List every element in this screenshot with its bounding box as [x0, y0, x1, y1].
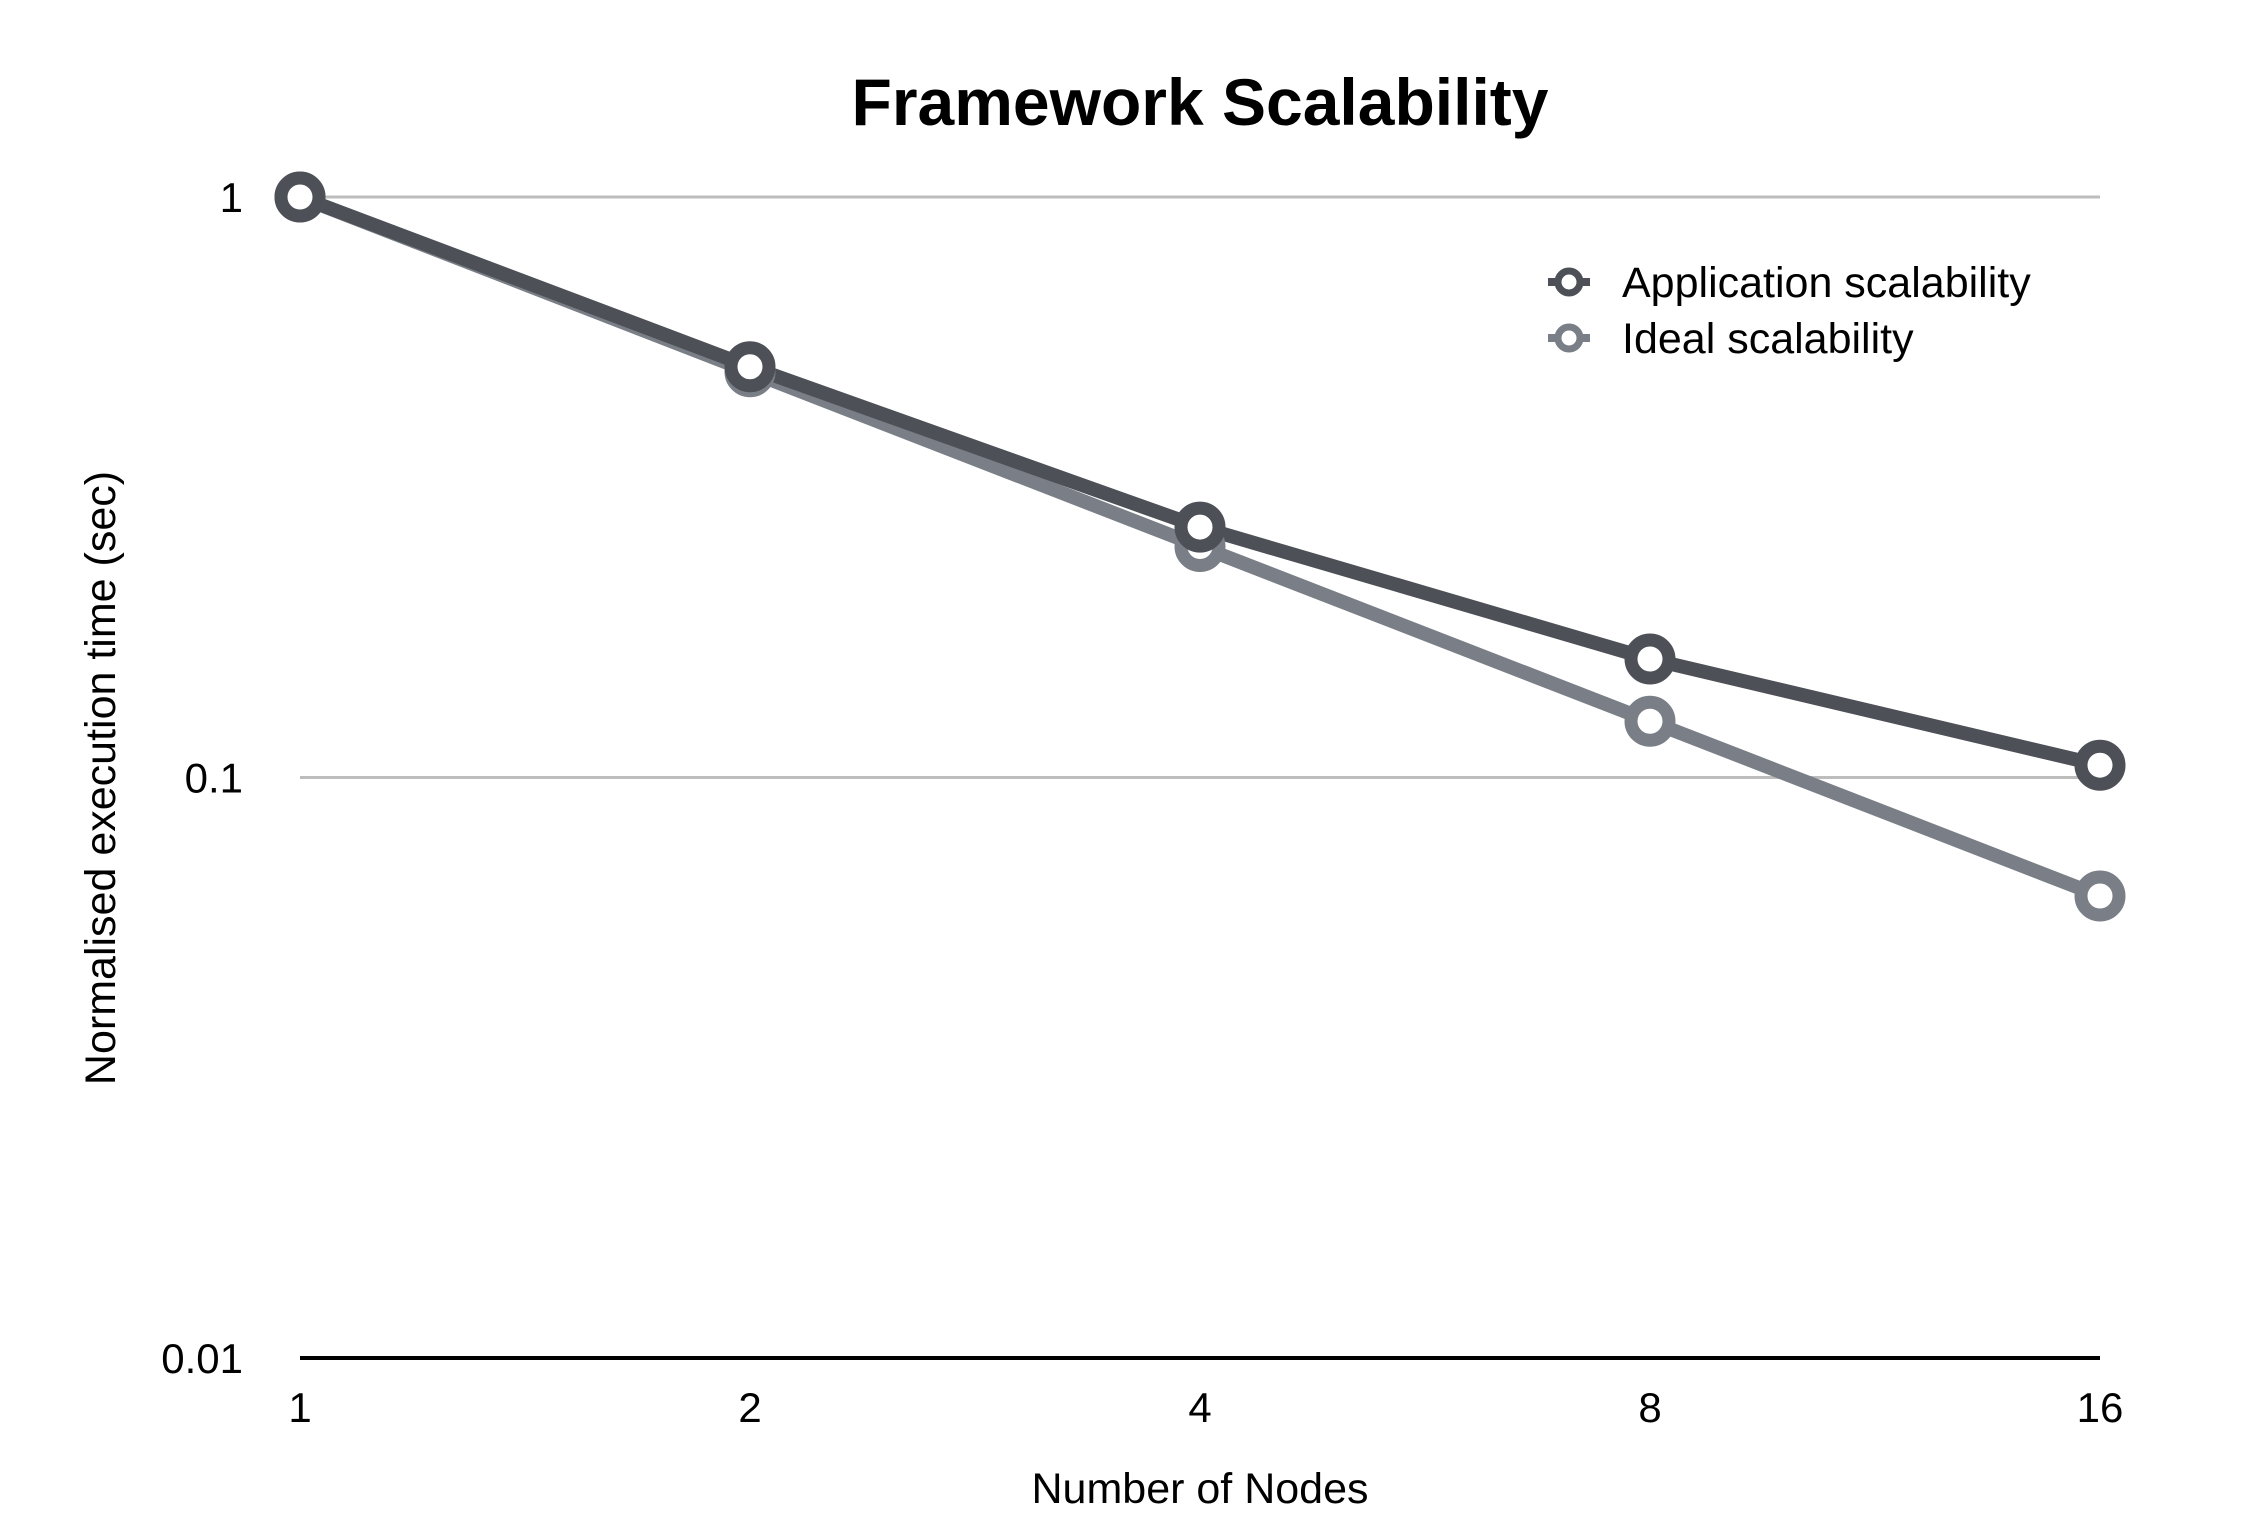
data-point: [2074, 739, 2126, 791]
x-tick-label: 8: [1638, 1384, 1661, 1431]
series-markers: [274, 171, 2126, 922]
legend-marker: [1554, 267, 1584, 297]
x-tick-label: 4: [1188, 1384, 1211, 1431]
legend: Application scalability Ideal scalability: [1548, 259, 2031, 363]
chart-title: Framework Scalability: [852, 65, 1549, 139]
x-axis-label: Number of Nodes: [1032, 1465, 1369, 1513]
y-tick-label: 0.1: [185, 755, 243, 802]
axes: 1 0.1 0.01 1 2 4 8 16: [161, 174, 2123, 1431]
legend-marker: [1554, 323, 1584, 353]
data-point: [724, 341, 776, 393]
x-tick-label: 16: [2077, 1384, 2124, 1431]
data-point: [274, 171, 326, 223]
data-point: [1624, 695, 1676, 747]
y-tick-label: 0.01: [161, 1335, 243, 1382]
data-point: [1624, 633, 1676, 685]
legend-label: Ideal scalability: [1622, 315, 1914, 363]
y-axis-label: Normalised execution time (sec): [77, 471, 125, 1085]
y-tick-label: 1: [220, 174, 243, 221]
legend-label: Application scalability: [1622, 259, 2031, 307]
data-point: [1174, 501, 1226, 553]
x-tick-label: 2: [738, 1384, 761, 1431]
x-tick-label: 1: [288, 1384, 311, 1431]
data-point: [2074, 870, 2126, 922]
